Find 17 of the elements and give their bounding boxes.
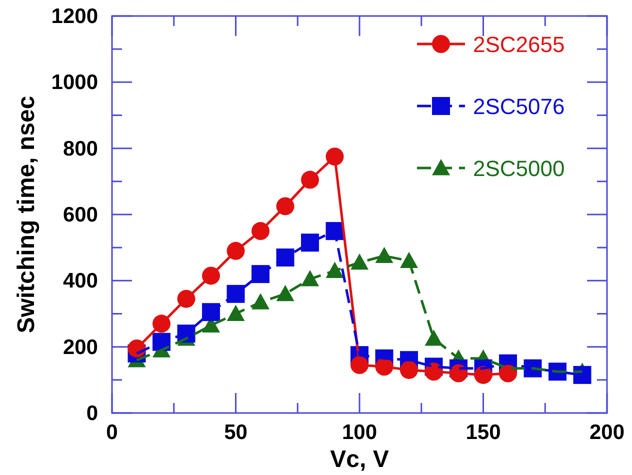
y-tick-label: 0 — [86, 402, 98, 425]
x-axis-title: Vc, V — [330, 446, 389, 473]
y-tick-label: 400 — [62, 270, 98, 293]
y-tick-label: 1200 — [51, 5, 98, 28]
x-tick-label: 50 — [224, 421, 248, 444]
x-tick-label: 200 — [589, 421, 625, 444]
legend-label: 2SC2655 — [473, 32, 565, 57]
legend-label: 2SC5000 — [473, 156, 565, 181]
x-tick-label: 150 — [466, 421, 501, 444]
y-tick-label: 800 — [62, 137, 98, 160]
legend-label: 2SC5076 — [473, 94, 565, 119]
y-tick-label: 1000 — [51, 71, 98, 94]
y-tick-label: 200 — [62, 336, 98, 359]
y-tick-label: 600 — [62, 204, 98, 226]
y-axis-title: Switching time, nsec — [13, 96, 40, 334]
x-tick-label: 100 — [342, 421, 378, 444]
x-tick-label: 0 — [106, 421, 118, 444]
